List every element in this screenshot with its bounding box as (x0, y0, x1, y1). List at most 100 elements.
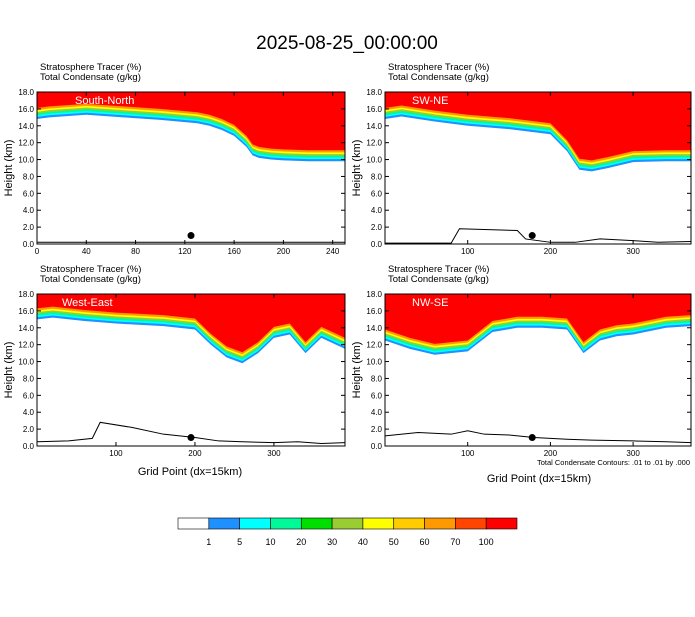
y-tick-label: 12.0 (18, 341, 34, 350)
colorbar-swatch (424, 517, 456, 530)
plot-fill (385, 92, 691, 244)
plot-area: 0.0 2.0 4.0 6.0 8.0 10.0 12.0 14.0 16.0 18.0 0 40 80… (18, 88, 346, 256)
y-tick-label: 12.0 (366, 139, 382, 148)
y-tick-label: 4.0 (23, 408, 35, 417)
plot-frame (36, 293, 346, 447)
panel-nw-se: Stratosphere Tracer (%) Total Condensate… (351, 264, 692, 485)
y-tick-label: 2.0 (23, 223, 35, 232)
colorbar-label: 40 (358, 537, 368, 547)
colorbar-label: 100 (479, 537, 494, 547)
colorbar-swatch (485, 517, 518, 530)
x-tick-label: 120 (178, 247, 192, 256)
y-tick-label: 10.0 (18, 156, 34, 165)
colorbar-swatch (393, 517, 425, 530)
colorbar: 1 5 10 20 30 40 50 60 70 100 (177, 517, 518, 547)
y-tick-label: 8.0 (23, 172, 35, 181)
panel-subtitle-condensate: Total Condensate (g/kg) (40, 274, 141, 285)
colorbar-swatch (300, 517, 333, 530)
y-axis-label: Height (km) (3, 342, 15, 399)
plot-area: 0.0 2.0 4.0 6.0 8.0 10.0 12.0 14.0 16.0 18.0 100 20… (366, 88, 692, 256)
colorbar-label: 10 (265, 537, 275, 547)
panel-subtitle-condensate: Total Condensate (g/kg) (388, 274, 489, 285)
x-tick-label: 100 (461, 247, 475, 256)
panel-subtitle-tracer: Stratosphere Tracer (%) (40, 62, 141, 73)
plot-frame (384, 293, 692, 447)
colorbar-label: 60 (420, 537, 430, 547)
x-tick-label: 200 (188, 449, 202, 458)
x-tick-label: 200 (277, 247, 291, 256)
y-tick-label: 16.0 (18, 105, 34, 114)
y-tick-label: 10.0 (366, 358, 382, 367)
plot-fill (385, 294, 691, 444)
x-tick-label: 300 (626, 449, 640, 458)
y-axis-label: Height (km) (351, 140, 363, 197)
x-tick-label: 300 (626, 247, 640, 256)
x-tick-label: 200 (544, 449, 558, 458)
colorbar-swatch (177, 517, 210, 530)
tracer-band-6 (37, 294, 345, 353)
colorbar-swatch (331, 517, 364, 530)
y-tick-label: 0.0 (23, 240, 35, 249)
y-tick-label: 2.0 (371, 425, 383, 434)
panel-sw-ne: Stratosphere Tracer (%) Total Condensate… (351, 62, 692, 256)
x-tick-label: 0 (35, 247, 40, 256)
colorbar-swatch (270, 517, 302, 530)
y-tick-label: 14.0 (366, 324, 382, 333)
tracer-band-6 (385, 294, 691, 344)
panel-subtitle-tracer: Stratosphere Tracer (%) (40, 264, 141, 275)
panel-south-north: Stratosphere Tracer (%) Total Condensate… (3, 62, 346, 256)
y-tick-label: 2.0 (23, 425, 35, 434)
tracer-band-6 (37, 92, 345, 151)
y-tick-label: 14.0 (18, 122, 34, 131)
tracer-band-6 (385, 92, 691, 161)
y-tick-label: 4.0 (23, 206, 35, 215)
terrain-line (385, 430, 691, 444)
plot-fill (37, 294, 345, 444)
x-tick-label: 80 (131, 247, 140, 256)
location-marker (187, 434, 195, 442)
y-tick-label: 12.0 (18, 139, 34, 148)
panel-label: West-East (62, 297, 113, 309)
colorbar-label: 50 (389, 537, 399, 547)
y-tick-label: 14.0 (366, 122, 382, 131)
y-tick-label: 0.0 (371, 240, 383, 249)
y-tick-label: 6.0 (23, 391, 35, 400)
y-tick-label: 4.0 (371, 206, 383, 215)
colorbar-swatch (239, 517, 271, 530)
x-tick-label: 100 (461, 449, 475, 458)
location-marker (187, 232, 195, 240)
x-axis-label: Grid Point (dx=15km) (138, 466, 242, 478)
colorbar-label: 30 (327, 537, 337, 547)
x-tick-label: 40 (82, 247, 91, 256)
y-tick-label: 10.0 (366, 156, 382, 165)
terrain-line (37, 421, 345, 444)
x-tick-label: 100 (109, 449, 123, 458)
colorbar-label: 20 (296, 537, 306, 547)
location-marker (528, 232, 536, 240)
x-axis-label: Grid Point (dx=15km) (487, 473, 591, 485)
x-tick-label: 200 (544, 247, 558, 256)
colorbar-swatch (362, 517, 395, 530)
y-tick-label: 18.0 (366, 88, 382, 97)
panel-label: SW-NE (412, 95, 448, 107)
y-tick-label: 18.0 (18, 290, 34, 299)
y-tick-label: 4.0 (371, 408, 383, 417)
panel-label: South-North (75, 95, 134, 107)
panel-subtitle-tracer: Stratosphere Tracer (%) (388, 62, 489, 73)
panel-subtitle-tracer: Stratosphere Tracer (%) (388, 264, 489, 275)
plot-area: 0.0 2.0 4.0 6.0 8.0 10.0 12.0 14.0 16.0 18.0 100 20… (18, 290, 346, 458)
terrain-line (385, 228, 691, 244)
y-tick-label: 6.0 (371, 391, 383, 400)
figure-title: 2025-08-25_00:00:00 (256, 33, 438, 54)
x-tick-label: 300 (267, 449, 281, 458)
panel-subtitle-condensate: Total Condensate (g/kg) (40, 72, 141, 83)
y-tick-label: 18.0 (366, 290, 382, 299)
x-tick-label: 160 (227, 247, 241, 256)
contour-note: Total Condensate Contours: .01 to .01 by… (537, 458, 690, 467)
colorbar-label: 70 (450, 537, 460, 547)
y-tick-label: 10.0 (18, 358, 34, 367)
y-tick-label: 16.0 (18, 307, 34, 316)
colorbar-swatch (455, 517, 487, 530)
y-tick-label: 8.0 (371, 172, 383, 181)
y-tick-label: 12.0 (366, 341, 382, 350)
